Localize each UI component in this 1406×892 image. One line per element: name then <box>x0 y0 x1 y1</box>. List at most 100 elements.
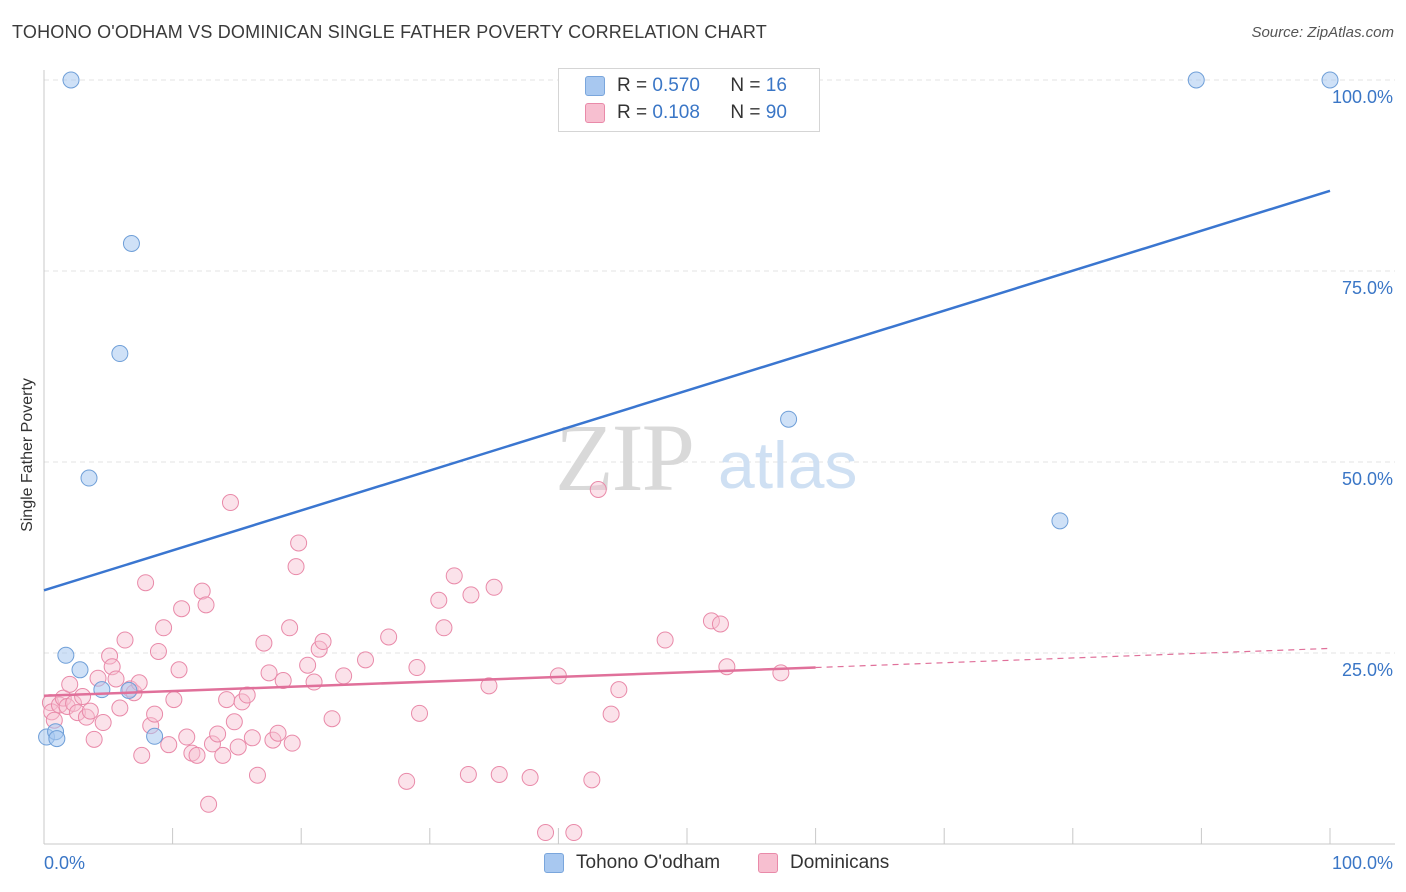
x-tick-label-0: 0.0% <box>44 853 85 873</box>
dominicans-point-85 <box>610 681 628 699</box>
dominicans-point-71 <box>435 619 453 637</box>
tohono-point-7 <box>111 345 129 363</box>
x-tick-label-1: 100.0% <box>1332 853 1393 873</box>
dominicans-point-75 <box>480 677 498 695</box>
dominicans-point-28 <box>155 619 173 637</box>
tohono-point-15 <box>1321 71 1339 89</box>
dominicans-point-74 <box>462 586 480 604</box>
y-tick-label-1: 50.0% <box>1342 469 1393 489</box>
dominicans-point-63 <box>323 710 341 728</box>
tohono-point-13 <box>1051 512 1069 530</box>
dominicans-point-76 <box>485 578 503 596</box>
tohono-point-11 <box>62 71 80 89</box>
dominicans-point-73 <box>459 765 477 783</box>
dominicans-point-41 <box>214 746 232 764</box>
dominicans-point-23 <box>133 746 151 764</box>
dominicans-point-82 <box>583 771 601 789</box>
dominicans-trend-line <box>43 666 816 698</box>
legend-swatch-dominicans <box>585 103 605 123</box>
dominicans-point-9 <box>74 688 92 706</box>
trend-lines <box>43 189 1331 698</box>
dominicans-point-27 <box>149 642 167 660</box>
watermark: ZIP atlas <box>555 404 857 511</box>
dominicans-point-59 <box>299 656 317 674</box>
dominicans-point-57 <box>287 558 305 576</box>
tohono-point-14 <box>1187 71 1205 89</box>
tohono-point-3 <box>57 646 75 664</box>
dominicans-point-84 <box>602 705 620 723</box>
dominicans-point-87 <box>702 612 720 630</box>
dominicans-point-42 <box>218 691 236 709</box>
tohono-points <box>38 71 1339 748</box>
dominicans-point-70 <box>430 591 448 609</box>
watermark-zip: ZIP <box>555 404 693 511</box>
grid-lines <box>44 79 1395 654</box>
dominicans-point-52 <box>264 731 282 749</box>
dominicans-trend-extension <box>815 647 1331 669</box>
dominicans-point-55 <box>281 619 299 637</box>
dominicans-point-53 <box>269 724 287 742</box>
tohono-point-12 <box>780 410 798 428</box>
source-label: Source: ZipAtlas.com <box>1251 24 1394 41</box>
dominicans-point-67 <box>398 772 416 790</box>
tohono-point-5 <box>80 469 98 487</box>
dominicans-point-50 <box>255 634 273 652</box>
dominicans-point-64 <box>335 667 353 685</box>
dominicans-point-72 <box>445 567 463 585</box>
legend-r-value-tohono: 0.570 <box>652 75 700 96</box>
dominicans-point-83 <box>589 481 607 499</box>
dominicans-point-30 <box>165 691 183 709</box>
legend-n-label: N = <box>730 75 766 96</box>
legend-r-label: R = <box>617 75 653 96</box>
dominicans-point-61 <box>310 640 328 658</box>
dominicans-point-62 <box>314 633 332 651</box>
bottom-legend-swatch-tohono <box>544 853 564 873</box>
dominicans-point-37 <box>197 596 215 614</box>
bottom-legend-tohono: Tohono O'odham <box>544 852 720 874</box>
dominicans-point-44 <box>225 713 243 731</box>
dominicans-point-32 <box>173 600 191 618</box>
legend-r-value-dominicans: 0.108 <box>652 102 700 123</box>
tick-labels: 25.0% 50.0% 75.0% 100.0% 0.0% 100.0% <box>44 87 1393 873</box>
dominicans-point-11 <box>81 702 99 720</box>
dominicans-point-39 <box>203 735 221 753</box>
dominicans-point-51 <box>260 664 278 682</box>
dominicans-point-31 <box>170 661 188 679</box>
tohono-point-8 <box>120 681 138 699</box>
dominicans-point-26 <box>146 705 164 723</box>
dominicans-point-48 <box>243 729 261 747</box>
legend-row-dominicans: R = 0.108 N = 90 <box>585 101 787 125</box>
dominicans-point-19 <box>116 631 134 649</box>
bottom-legend-swatch-dominicans <box>758 853 778 873</box>
dominicans-point-86 <box>656 631 674 649</box>
correlation-legend: R = 0.570 N = 16 R = 0.108 N = 90 <box>558 68 820 132</box>
dominicans-point-36 <box>193 582 211 600</box>
tohono-point-6 <box>93 681 111 699</box>
dominicans-point-81 <box>565 824 583 842</box>
legend-n-label: N = <box>730 102 766 123</box>
dominicans-point-29 <box>160 736 178 754</box>
dominicans-point-68 <box>408 659 426 677</box>
bottom-legend-label-tohono: Tohono O'odham <box>576 852 721 873</box>
y-tick-label-3: 100.0% <box>1332 87 1393 107</box>
dominicans-point-49 <box>248 766 266 784</box>
dominicans-points <box>41 481 790 842</box>
dominicans-point-89 <box>718 658 736 676</box>
dominicans-point-56 <box>283 734 301 752</box>
dominicans-point-40 <box>209 725 227 743</box>
legend-n-value-dominicans: 90 <box>765 102 787 123</box>
bottom-legend-dominicans: Dominicans <box>758 852 889 874</box>
dominicans-point-8 <box>68 704 86 722</box>
watermark-atlas: atlas <box>718 428 857 502</box>
dominicans-point-54 <box>274 672 292 690</box>
legend-r-label: R = <box>617 102 653 123</box>
dominicans-point-69 <box>411 704 429 722</box>
dominicans-point-33 <box>178 728 196 746</box>
dominicans-point-14 <box>94 714 112 732</box>
legend-swatch-tohono <box>585 76 605 96</box>
dominicans-point-12 <box>85 730 103 748</box>
dominicans-point-15 <box>101 647 119 665</box>
legend-n-value-tohono: 16 <box>765 75 787 96</box>
y-axis-label: Single Father Poverty <box>19 378 36 532</box>
